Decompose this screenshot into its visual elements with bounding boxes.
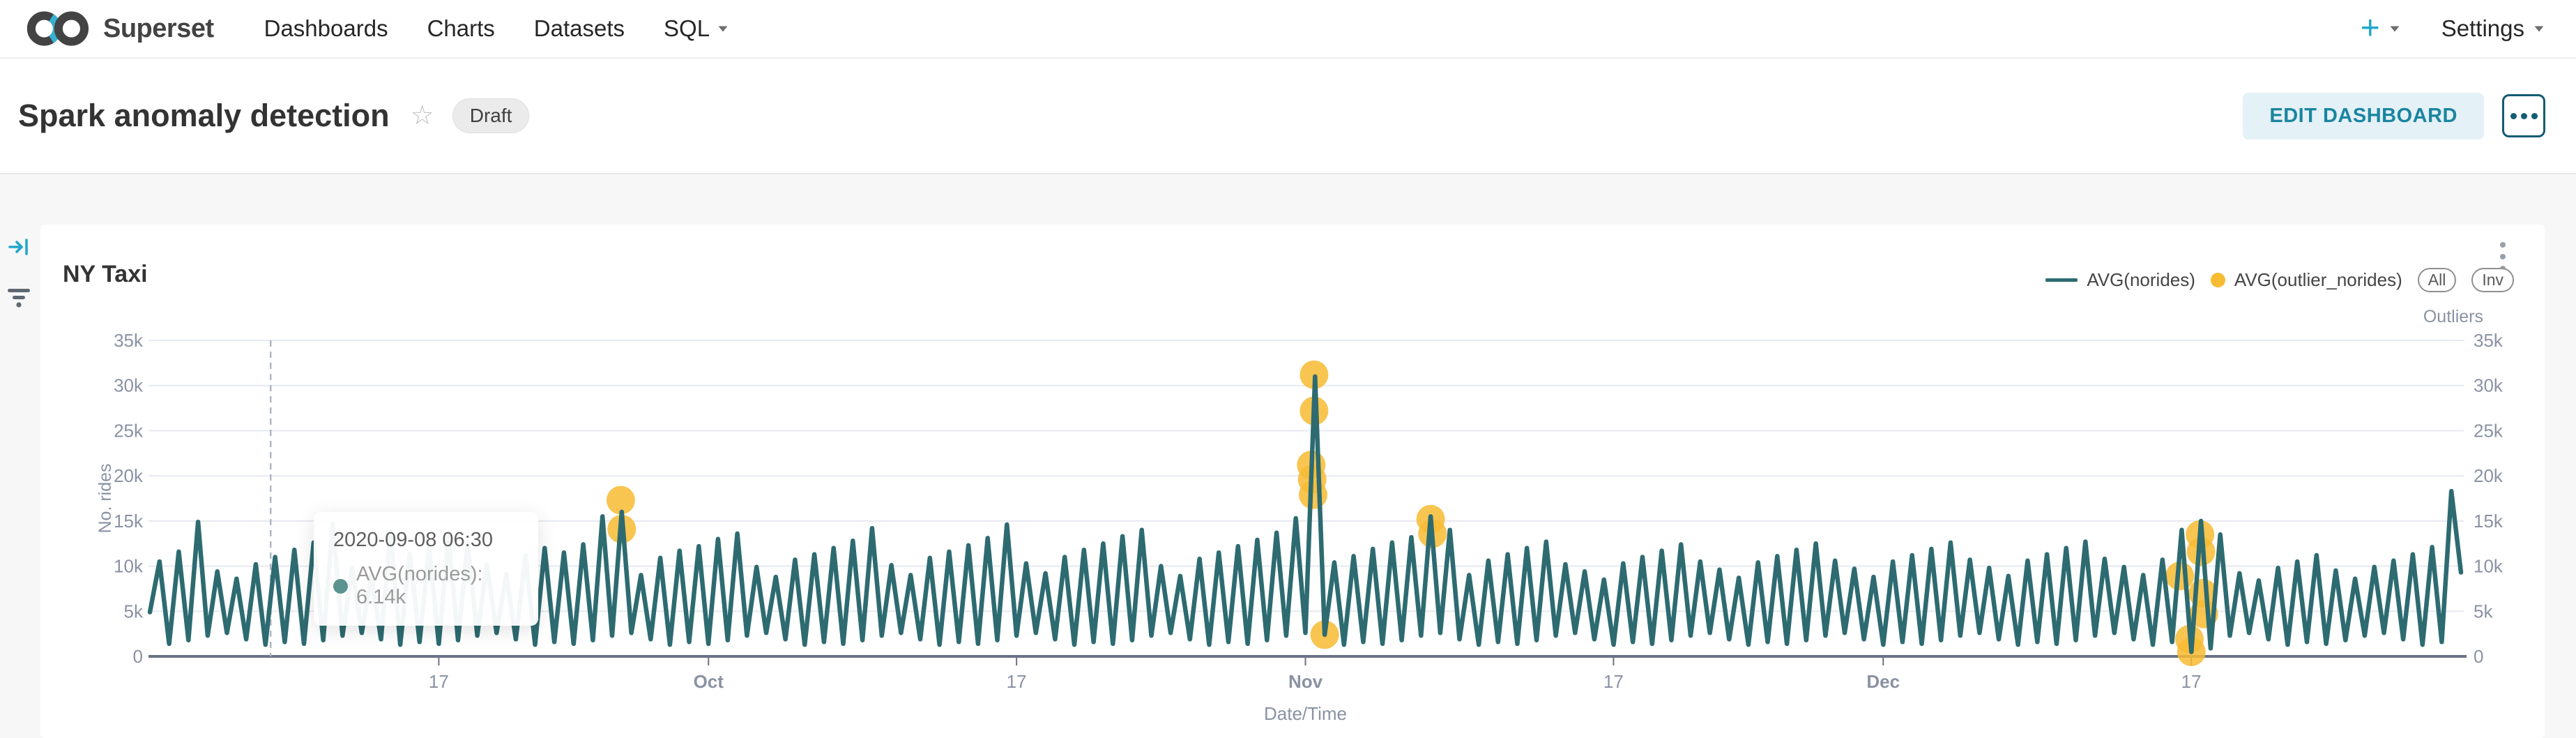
svg-text:Oct: Oct [694,671,724,692]
nav-menu: Dashboards Charts Datasets SQL [245,15,749,42]
chart-card: NY Taxi AVG(norides) AVG(outlier_norides… [40,225,2545,738]
settings-menu[interactable]: Settings [2441,15,2545,42]
svg-text:25k: 25k [114,420,144,441]
nav-right: + Settings [2361,12,2545,45]
more-vert-icon [2500,242,2506,248]
ellipsis-icon [2510,112,2517,119]
brand-name: Superset [103,13,214,43]
svg-text:30k: 30k [114,375,144,396]
expand-filter-bar-button[interactable] [8,237,29,260]
legend-item-outlier-norides[interactable]: AVG(outlier_norides) [2210,269,2402,291]
svg-text:15k: 15k [114,511,144,532]
svg-text:5k: 5k [2474,601,2493,622]
chart-title: NY Taxi [63,261,148,287]
svg-text:17: 17 [2181,671,2202,692]
favorite-star-icon[interactable]: ☆ [410,101,434,130]
svg-text:Nov: Nov [1288,671,1323,692]
more-options-button[interactable] [2502,94,2545,137]
dashboard-header: Spark anomaly detection ☆ Draft EDIT DAS… [0,59,2576,174]
svg-text:17: 17 [429,671,449,692]
svg-text:Date/Time: Date/Time [1264,703,1347,724]
filter-icon[interactable] [7,287,31,313]
svg-text:0: 0 [133,646,143,667]
edit-dashboard-button[interactable]: EDIT DASHBOARD [2243,92,2484,140]
svg-text:Dec: Dec [1866,671,1900,692]
chevron-down-icon [2534,26,2544,31]
svg-text:0: 0 [2474,646,2483,667]
new-item-button[interactable]: + [2361,12,2401,45]
arrow-to-bar-icon [8,239,28,255]
legend-all-button[interactable]: All [2417,268,2457,292]
chart-canvas[interactable]: 0 0 5k 5k 10k 10k 15k 15k 20k 20k 25k 25k 30k 30k 35k 3… [40,322,2545,737]
nav-item-dashboards[interactable]: Dashboards [264,15,388,41]
svg-text:No. rides: No. rides [96,463,115,533]
chevron-down-icon [2390,26,2400,31]
nav-item-sql[interactable]: SQL [644,15,749,42]
nav-item-datasets[interactable]: Datasets [533,15,625,41]
tooltip-value: AVG(norides): 6.14k [356,563,483,608]
right-axis-title: Outliers [2423,307,2483,326]
svg-text:30k: 30k [2474,375,2503,396]
nav-item-charts[interactable]: Charts [427,15,495,41]
series-marker-icon [333,578,348,594]
plus-icon: + [2360,10,2380,47]
svg-text:10k: 10k [114,556,144,577]
svg-text:5k: 5k [124,601,144,622]
svg-text:10k: 10k [2474,556,2503,577]
circle-swatch-icon [2210,273,2225,287]
legend-item-norides[interactable]: AVG(norides) [2045,269,2195,291]
tooltip-series-row: AVG(norides): 6.14k [333,563,519,609]
svg-text:17: 17 [1603,671,1624,692]
superset-logo[interactable]: Superset [21,8,214,49]
legend-inv-button[interactable]: Inv [2471,268,2514,292]
line-swatch-icon [2045,278,2078,282]
page-title: Spark anomaly detection [18,98,390,133]
svg-text:20k: 20k [114,465,144,486]
chart-tooltip: 2020-09-08 06:30 AVG(norides): 6.14k [314,512,538,626]
superset-infinity-icon [21,8,93,49]
svg-text:25k: 25k [2474,420,2503,441]
svg-text:15k: 15k [2474,511,2503,532]
svg-text:17: 17 [1007,671,1027,692]
draft-badge: Draft [452,98,530,133]
tooltip-date: 2020-09-08 06:30 [333,529,493,551]
svg-text:20k: 20k [2474,465,2503,486]
chevron-down-icon [718,26,728,31]
svg-text:35k: 35k [114,330,144,351]
chart-legend: AVG(norides) AVG(outlier_norides) All In… [2045,268,2514,292]
dashboard-body: NY Taxi AVG(norides) AVG(outlier_norides… [0,174,2576,738]
svg-text:35k: 35k [2474,330,2503,351]
top-navbar: Superset Dashboards Charts Datasets SQL … [0,0,2576,59]
